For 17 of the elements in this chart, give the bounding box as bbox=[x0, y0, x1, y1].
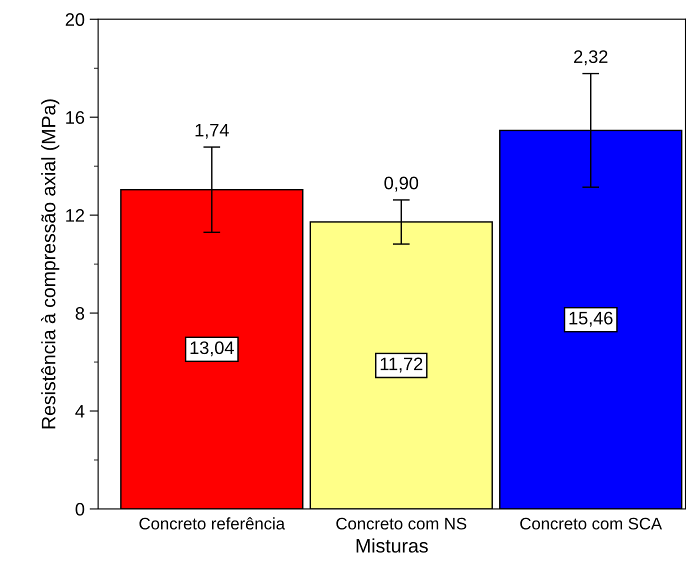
data-label: 15,46 bbox=[570, 312, 613, 327]
x-tick-label: Concreto referência bbox=[139, 517, 285, 530]
annotation: 0,90 bbox=[384, 176, 418, 192]
y-tick-label: 20 bbox=[66, 13, 84, 26]
annotation: 2,32 bbox=[574, 50, 608, 66]
y-tick-label: 16 bbox=[66, 111, 84, 124]
y-tick-label: 12 bbox=[66, 209, 84, 222]
annotation: 1,74 bbox=[196, 124, 229, 139]
x-tick-label: Concreto com SCA bbox=[520, 518, 662, 530]
y-axis-title: Resistência à compressão axial (MPa) bbox=[40, 99, 60, 428]
data-label: 11,72 bbox=[380, 358, 422, 372]
data-label: 13,04 bbox=[190, 341, 234, 356]
x-axis-title: Misturas bbox=[356, 538, 428, 553]
x-tick-label: Concreto com NS bbox=[336, 518, 466, 530]
y-tick-label: 8 bbox=[76, 307, 84, 320]
y-tick-label: 0 bbox=[76, 502, 84, 516]
y-tick-label: 4 bbox=[75, 405, 84, 418]
